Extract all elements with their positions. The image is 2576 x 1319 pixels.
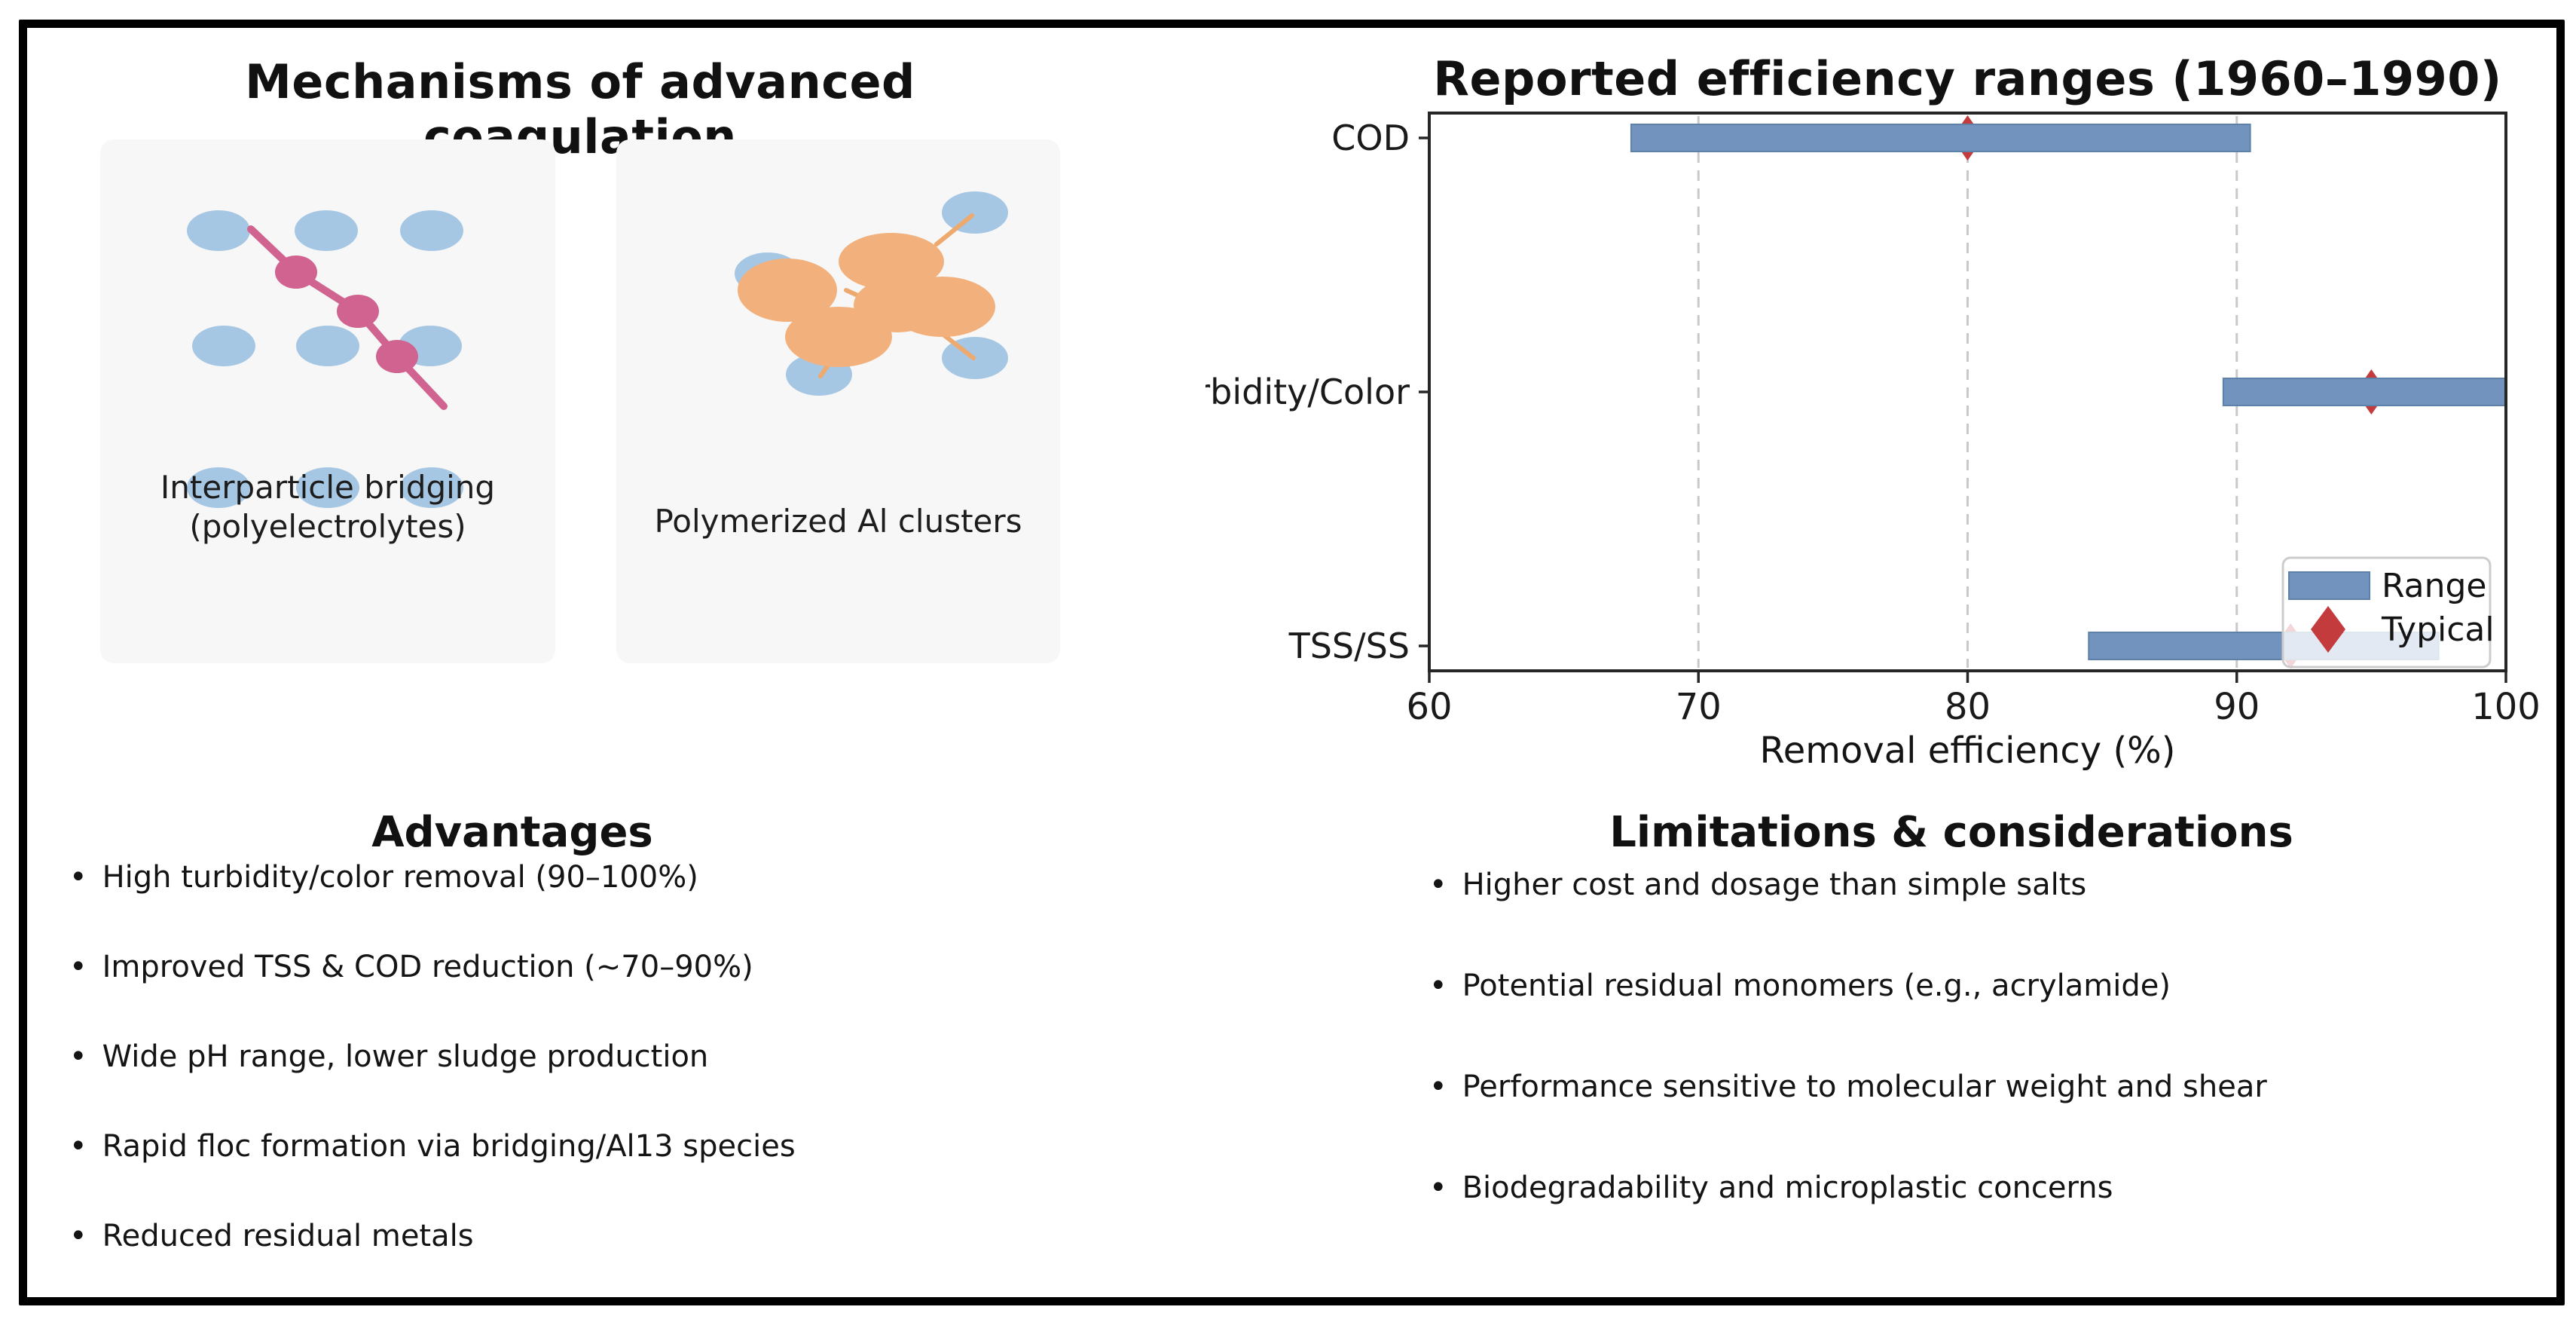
polymer-node [275, 256, 317, 289]
al-cluster-diagram [735, 191, 1008, 396]
bullet-icon: • [69, 1129, 87, 1164]
caption-line: Polymerized Al clusters [654, 503, 1022, 540]
al-cluster-caption: Polymerized Al clusters [616, 502, 1060, 541]
limitation-text: Higher cost and dosage than simple salts [1462, 868, 2087, 902]
particle [296, 467, 359, 508]
particle [192, 326, 255, 366]
legend-typical-label: Typical [2381, 611, 2495, 649]
particle [942, 191, 1008, 234]
advantage-item: • Improved TSS & COD reduction (~70–90%) [69, 949, 796, 985]
limitation-text: Biodegradability and microplastic concer… [1462, 1171, 2113, 1205]
limitation-item: • Performance sensitive to molecular weig… [1429, 1069, 2267, 1105]
al-blob [854, 278, 941, 332]
x-tick-label: 60 [1406, 686, 1452, 728]
x-tick-label: 90 [2214, 686, 2260, 728]
advantages-title: Advantages [371, 808, 653, 857]
particle [400, 210, 463, 251]
legend-typical-swatch-diamond [2311, 606, 2345, 653]
range-bar [1630, 124, 2251, 152]
al-blob [738, 259, 837, 322]
chart-legend: Range Typical [2281, 556, 2495, 669]
particle [400, 467, 463, 508]
polymer-node [376, 340, 418, 373]
efficiency-range-chart: COD Turbidity/Color TSS/SS 60 70 80 90 100 Rang… [1205, 112, 2541, 728]
polymer-nodes [275, 256, 418, 373]
panel-polymerized-al-clusters: Polymerized Al clusters [616, 139, 1060, 663]
particle [187, 467, 250, 508]
bullet-icon: • [1429, 1171, 1447, 1205]
limitations-list: • Higher cost and dosage than simple salt… [1429, 867, 2267, 1271]
advantage-item: • Wide pH range, lower sludge production [69, 1039, 796, 1075]
particle-ellipses [187, 210, 463, 508]
bridging-diagram [187, 210, 463, 508]
x-tick-label: 80 [1945, 686, 1991, 728]
advantage-text: Wide pH range, lower sludge production [102, 1039, 709, 1074]
category-label: COD [1331, 118, 1410, 158]
advantages-list: • High turbidity/color removal (90–100%) … [69, 859, 796, 1308]
bullet-icon: • [69, 860, 87, 895]
limitations-title: Limitations & considerations [1609, 808, 2293, 857]
advantage-item: • Rapid floc formation via bridging/Al13 … [69, 1128, 796, 1164]
limitation-text: Performance sensitive to molecular weigh… [1462, 1070, 2267, 1104]
connector-line [934, 213, 974, 246]
limitation-item: • Higher cost and dosage than simple salt… [1429, 867, 2267, 903]
limitation-text: Potential residual monomers (e.g., acryl… [1462, 969, 2171, 1003]
bullet-icon: • [1429, 1070, 1447, 1104]
bridging-caption: Interparticle bridging (polyelectrolytes… [100, 468, 555, 546]
x-tick-label: 70 [1676, 686, 1722, 728]
legend-range-label: Range [2382, 567, 2486, 605]
bullet-icon: • [1429, 969, 1447, 1003]
range-bar [2222, 378, 2507, 406]
category-label: Turbidity/Color [1205, 372, 1410, 412]
polymer-node [337, 295, 379, 328]
advantage-item: • High turbidity/color removal (90–100%) [69, 859, 796, 895]
limitation-item: • Biodegradability and microplastic conce… [1429, 1170, 2267, 1206]
caption-line: (polyelectrolytes) [189, 508, 466, 545]
chart-title: Reported efficiency ranges (1960–1990) [1433, 51, 2502, 106]
chart-x-axis-label: Removal efficiency (%) [1759, 730, 2176, 772]
particle [296, 326, 359, 366]
panel-interparticle-bridging: Interparticle bridging (polyelectrolytes… [100, 139, 555, 663]
al-blob [839, 233, 944, 290]
caption-line: Interparticle bridging [160, 469, 496, 506]
category-label: TSS/SS [1288, 626, 1410, 666]
chart-plot-area: COD Turbidity/Color TSS/SS 60 70 80 90 100 [1205, 112, 2541, 728]
bullet-icon: • [69, 950, 87, 984]
al-cluster-blobs [738, 233, 995, 367]
advantage-text: High turbidity/color removal (90–100%) [102, 860, 698, 895]
advantage-text: Reduced residual metals [102, 1219, 474, 1253]
particle [187, 210, 250, 251]
figure-border [19, 20, 2565, 1305]
plot-border [1428, 112, 2507, 672]
x-tick-label: 100 [2471, 686, 2541, 728]
particle [295, 210, 358, 251]
bullet-icon: • [1429, 868, 1447, 902]
bullet-icon: • [69, 1219, 87, 1253]
advantage-text: Rapid floc formation via bridging/Al13 s… [102, 1129, 796, 1164]
legend-range-swatch [2288, 571, 2370, 600]
advantage-item: • Reduced residual metals [69, 1218, 796, 1254]
limitation-item: • Potential residual monomers (e.g., acry… [1429, 968, 2267, 1004]
advantage-text: Improved TSS & COD reduction (~70–90%) [102, 950, 753, 984]
bullet-icon: • [69, 1039, 87, 1074]
